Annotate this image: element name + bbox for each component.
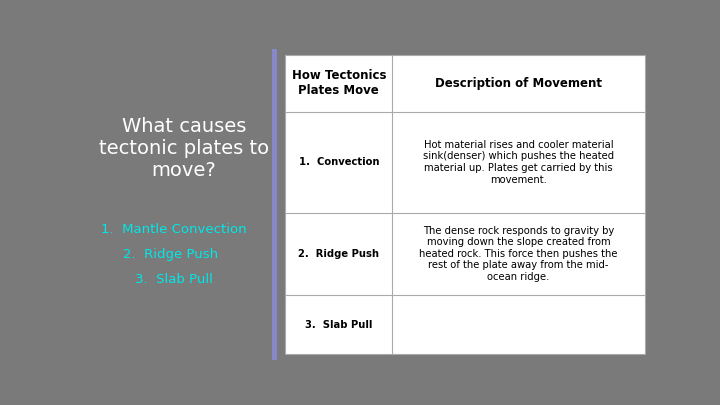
- Text: How Tectonics
Plates Move: How Tectonics Plates Move: [292, 69, 386, 97]
- Text: 3.  Slab Pull: 3. Slab Pull: [135, 273, 212, 286]
- Text: 1.  Convection: 1. Convection: [299, 157, 379, 167]
- Bar: [285, 55, 645, 354]
- Text: 2.  Ridge Push: 2. Ridge Push: [298, 249, 379, 259]
- Bar: [285, 55, 645, 354]
- Text: Description of Movement: Description of Movement: [435, 77, 602, 90]
- Text: 2.  Ridge Push: 2. Ridge Push: [124, 248, 219, 261]
- Text: The dense rock responds to gravity by
moving down the slope created from
heated : The dense rock responds to gravity by mo…: [419, 226, 618, 282]
- Text: What causes
tectonic plates to
move?: What causes tectonic plates to move?: [99, 117, 269, 180]
- Text: 3.  Slab Pull: 3. Slab Pull: [305, 320, 372, 330]
- Text: Hot material rises and cooler material
sink(denser) which pushes the heated
mate: Hot material rises and cooler material s…: [423, 140, 614, 185]
- Text: 1.  Mantle Convection: 1. Mantle Convection: [101, 223, 247, 236]
